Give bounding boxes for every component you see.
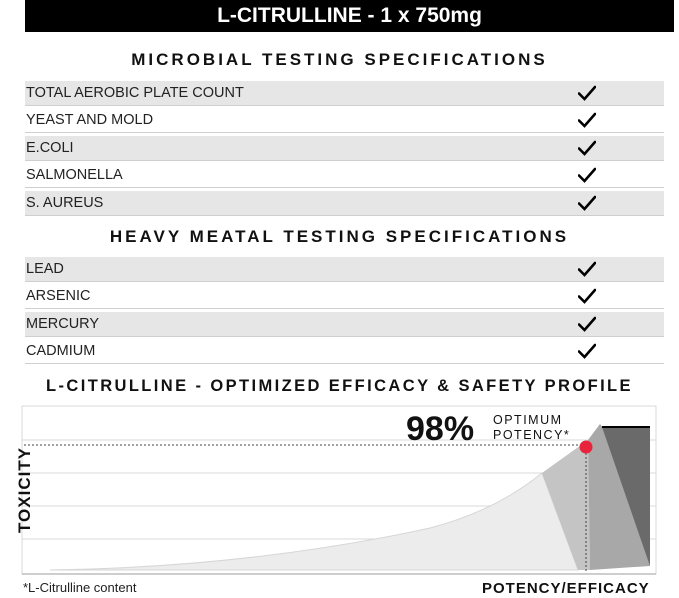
potency-note-line1: OPTIMUM [493, 413, 563, 427]
check-icon [578, 195, 596, 211]
potency-value: 98% [406, 410, 474, 448]
row-label: TOTAL AEROBIC PLATE COUNT [26, 85, 244, 101]
row-label: CADMIUM [26, 343, 96, 360]
table-row: CADMIUM [25, 339, 664, 365]
table-row: SALMONELLA [25, 163, 664, 189]
y-axis-label: TOXICITY [15, 446, 34, 534]
x-axis-label: POTENCY/EFFICACY [482, 580, 650, 597]
microbial-title: MICROBIAL TESTING SPECIFICATIONS [131, 50, 548, 69]
row-label: YEAST AND MOLD [26, 112, 154, 129]
row-label: MERCURY [26, 315, 100, 332]
product-banner: L-CITRULLINE - 1 x 750mg [25, 0, 674, 32]
row-label: SALMONELLA [26, 167, 123, 184]
table-row: YEAST AND MOLD [25, 108, 664, 134]
table-row: LEAD [25, 257, 664, 282]
check-icon [578, 316, 596, 332]
check-icon [578, 288, 596, 305]
row-label: LEAD [26, 261, 64, 277]
check-icon [578, 112, 596, 129]
efficacy-safety-chart: 98% OPTIMUM POTENCY* [21, 405, 657, 575]
check-icon [578, 167, 596, 184]
footnote: *L-Citrulline content [23, 580, 137, 595]
mid-band [542, 440, 590, 570]
table-row: MERCURY [25, 311, 664, 337]
check-icon [578, 85, 596, 101]
optimum-marker [579, 440, 593, 454]
heavy-metal-title: HEAVY MEATAL TESTING SPECIFICATIONS [109, 227, 570, 246]
potency-note-line2: POTENCY* [493, 428, 570, 442]
check-icon [578, 140, 596, 156]
toxicity-band [602, 427, 650, 566]
table-row: ARSENIC [25, 284, 664, 310]
efficacy-area [49, 472, 579, 571]
peak-band [588, 424, 650, 570]
microbial-table: TOTAL AEROBIC PLATE COUNT YEAST AND MOLD… [25, 81, 664, 218]
check-icon [578, 261, 596, 277]
row-label: ARSENIC [26, 288, 91, 305]
table-row: E.COLI [25, 135, 664, 161]
check-icon [578, 343, 596, 360]
chart-title: L-CITRULLINE - OPTIMIZED EFFICACY & SAFE… [46, 377, 633, 395]
row-label: E.COLI [26, 139, 74, 156]
table-row: S. AUREUS [25, 190, 664, 216]
table-row: TOTAL AEROBIC PLATE COUNT [25, 81, 664, 106]
row-label: S. AUREUS [26, 194, 104, 211]
heavy-metal-table: LEAD ARSENIC MERCURY CADMIUM [25, 257, 664, 367]
